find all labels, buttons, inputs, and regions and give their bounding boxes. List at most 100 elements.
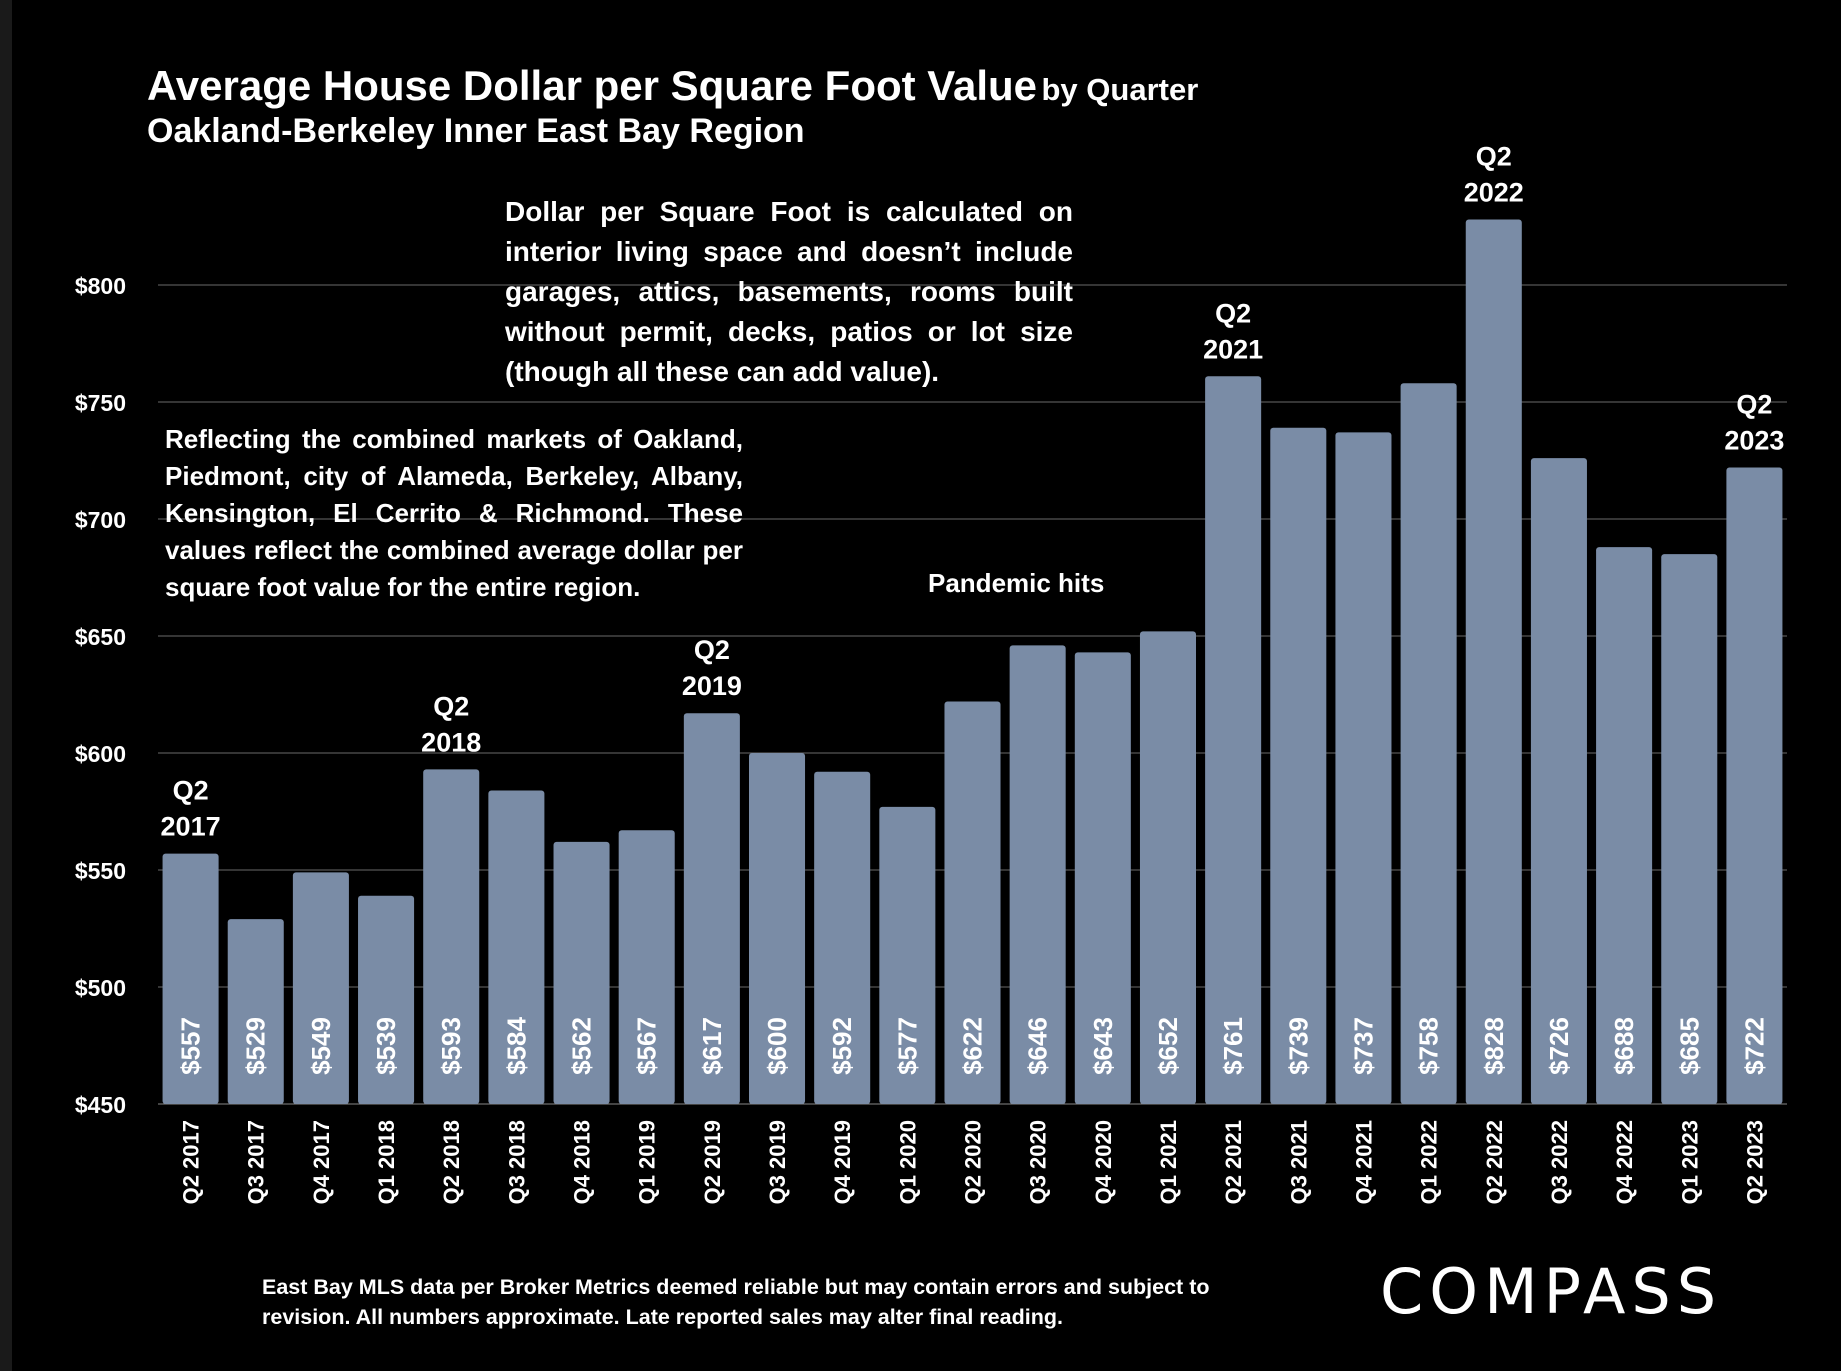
bar xyxy=(488,790,545,1104)
x-tick-label: Q4 2021 xyxy=(1351,1120,1376,1204)
x-tick-label: Q1 2018 xyxy=(374,1120,399,1204)
bar xyxy=(423,769,480,1104)
bar-value-label: $549 xyxy=(306,1017,336,1075)
x-tick-label: Q1 2020 xyxy=(895,1120,920,1204)
x-tick-label: Q2 2019 xyxy=(700,1120,725,1204)
x-axis-tick-labels: Q2 2017 Q3 2017 Q4 2017 Q1 2018 Q2 2018 Q3 20… xyxy=(179,1120,1768,1204)
bar-value-label: $685 xyxy=(1674,1017,1704,1075)
bar-annotation-label: 2018 xyxy=(421,727,481,757)
bar xyxy=(1139,631,1196,1104)
x-tick-label: Q1 2019 xyxy=(635,1120,660,1204)
bar xyxy=(292,872,349,1104)
chart-subtitle: Oakland-Berkeley Inner East Bay Region xyxy=(147,112,805,150)
y-axis-tick-labels: $450 $500 $550 $600 $650 $700 $750 $800 xyxy=(75,273,126,1118)
bar xyxy=(162,853,219,1104)
y-tick-label: $600 xyxy=(75,741,126,767)
bar xyxy=(227,919,284,1104)
x-tick-label: Q4 2018 xyxy=(570,1120,595,1204)
annotation-pandemic-hits: Pandemic hits xyxy=(928,568,1105,598)
bar xyxy=(553,841,610,1104)
chart-title: Average House Dollar per Square Foot Val… xyxy=(147,62,1038,109)
bar-value-label: $722 xyxy=(1739,1017,1769,1075)
x-tick-label: Q4 2022 xyxy=(1612,1120,1637,1204)
bar xyxy=(1270,427,1327,1104)
bar xyxy=(1074,652,1131,1104)
bar-value-label: $539 xyxy=(371,1017,401,1075)
y-tick-label: $800 xyxy=(75,273,126,299)
bar xyxy=(1726,467,1783,1104)
bar xyxy=(1335,432,1392,1104)
y-tick-label: $450 xyxy=(75,1092,126,1118)
x-tick-label: Q3 2020 xyxy=(1026,1120,1051,1204)
x-tick-label: Q3 2018 xyxy=(504,1120,529,1204)
y-tick-label: $750 xyxy=(75,390,126,416)
bar xyxy=(1465,219,1522,1105)
bar-value-label: $557 xyxy=(176,1017,206,1075)
left-edge-strip xyxy=(0,0,12,1371)
y-tick-label: $650 xyxy=(75,624,126,650)
bar xyxy=(814,771,871,1104)
bar xyxy=(749,753,806,1104)
x-tick-label: Q2 2018 xyxy=(439,1120,464,1204)
note-region-markets: Reflecting the combined markets of Oakla… xyxy=(165,424,743,602)
bar-value-label: $617 xyxy=(697,1017,727,1075)
y-tick-label: $550 xyxy=(75,858,126,884)
x-tick-label: Q4 2017 xyxy=(309,1120,334,1204)
bar-annotation-label: 2022 xyxy=(1464,177,1524,207)
bar-value-label: $529 xyxy=(241,1017,271,1075)
x-tick-label: Q4 2020 xyxy=(1091,1120,1116,1204)
bar-value-label: $758 xyxy=(1414,1017,1444,1075)
bar-value-label: $688 xyxy=(1609,1017,1639,1075)
bars xyxy=(162,219,1783,1105)
bar xyxy=(1596,547,1653,1104)
bar-value-label: $600 xyxy=(762,1017,792,1075)
bar-value-label: $593 xyxy=(436,1017,466,1075)
bar-value-label: $567 xyxy=(632,1017,662,1075)
bar-value-label: $652 xyxy=(1153,1017,1183,1075)
y-tick-label: $700 xyxy=(75,507,126,533)
x-tick-label: Q4 2019 xyxy=(830,1120,855,1204)
x-tick-label: Q2 2017 xyxy=(179,1120,204,1204)
chart-title-suffix: by Quarter xyxy=(1041,72,1199,107)
bar-annotation-label: Q2 xyxy=(1215,298,1251,328)
bar xyxy=(1530,458,1587,1104)
x-tick-label: Q1 2023 xyxy=(1677,1120,1702,1204)
bar-value-label: $726 xyxy=(1544,1017,1574,1075)
y-tick-label: $500 xyxy=(75,975,126,1001)
bar-value-label: $584 xyxy=(501,1017,531,1075)
bar-annotation-label: Q2 xyxy=(173,776,209,806)
x-tick-label: Q3 2022 xyxy=(1547,1120,1572,1204)
bar xyxy=(683,713,740,1104)
bar xyxy=(358,895,415,1104)
x-tick-label: Q3 2017 xyxy=(244,1120,269,1204)
bar-value-label: $761 xyxy=(1218,1017,1248,1075)
bar-value-label: $562 xyxy=(567,1017,597,1075)
bar xyxy=(618,830,675,1104)
x-tick-label: Q1 2021 xyxy=(1156,1120,1181,1204)
bar xyxy=(1400,383,1457,1104)
footer-source-note: East Bay MLS data per Broker Metrics dee… xyxy=(262,1275,1210,1329)
bar-value-label: $737 xyxy=(1348,1017,1378,1075)
bar-annotation-label: 2021 xyxy=(1203,334,1263,364)
bar-value-label: $592 xyxy=(827,1017,857,1075)
bar-annotations: Q2 2017 Q2 2018 Q2 2019 Q2 2021 Q2 2022 Q2 2023 xyxy=(161,141,1785,841)
bar-annotation-label: Q2 xyxy=(1476,141,1512,171)
bar-value-label: $622 xyxy=(958,1017,988,1075)
bar-annotation-label: Q2 xyxy=(1736,390,1772,420)
x-tick-label: Q3 2021 xyxy=(1286,1120,1311,1204)
bar xyxy=(1205,376,1262,1104)
chart-title-block: Average House Dollar per Square Foot Val… xyxy=(147,62,1198,151)
bar xyxy=(1009,645,1066,1104)
bar-value-label: $643 xyxy=(1088,1017,1118,1075)
compass-logo: COMPASS xyxy=(1380,1255,1723,1328)
x-tick-label: Q2 2020 xyxy=(961,1120,986,1204)
bar-value-labels: $557 $529 $549 $539 $593 $584 $562 $567 $617 $600… xyxy=(176,1017,1770,1075)
x-tick-label: Q3 2019 xyxy=(765,1120,790,1204)
x-tick-label: Q2 2021 xyxy=(1221,1120,1246,1204)
bar-annotation-label: 2017 xyxy=(161,812,221,842)
x-tick-label: Q1 2022 xyxy=(1417,1120,1442,1204)
bar-value-label: $577 xyxy=(892,1017,922,1075)
bar-annotation-label: 2023 xyxy=(1724,426,1784,456)
bar-annotation-label: Q2 xyxy=(433,691,469,721)
